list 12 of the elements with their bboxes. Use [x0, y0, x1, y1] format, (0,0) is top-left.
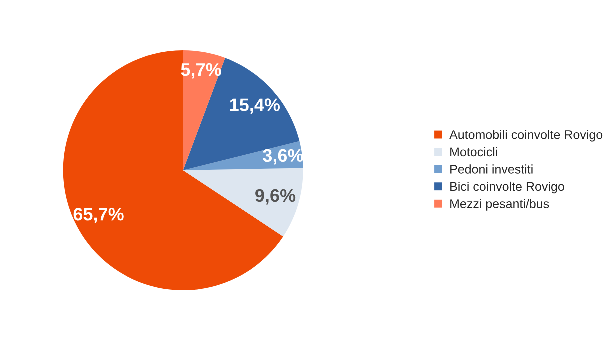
data-label: 9,6% [256, 189, 296, 205]
legend-label: Motocicli [450, 147, 498, 157]
data-label: 5,7% [181, 63, 222, 79]
legend-label: Automobili coinvolte Rovigo [450, 130, 603, 142]
legend-label: Mezzi pesanti/bus [450, 199, 550, 211]
pie-slice [183, 50, 226, 170]
legend-label: Bici coinvolte Rovigo [450, 182, 564, 194]
data-label: 3,6% [263, 149, 304, 165]
pie-slice [183, 168, 304, 237]
legend-label: Pedoni investiti [450, 164, 533, 174]
data-label: 15,4% [230, 98, 280, 114]
data-label: 65,7% [74, 208, 124, 224]
